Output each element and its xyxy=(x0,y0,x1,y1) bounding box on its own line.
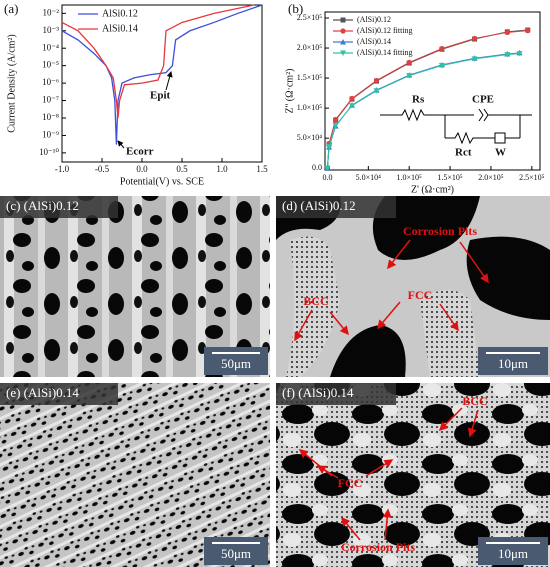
scale-bar-label: 50μm xyxy=(221,356,251,371)
annotation: Corrosion Pits xyxy=(403,224,477,238)
marker xyxy=(333,116,339,123)
x-tick-label: 0.5 xyxy=(176,164,188,174)
marker xyxy=(324,165,331,172)
x-tick-label: 1.5×10⁵ xyxy=(437,173,463,182)
series-line xyxy=(61,4,263,145)
scale-bar-label: 10μm xyxy=(498,546,528,561)
circuit-label: Rct xyxy=(455,147,472,159)
y-tick-label: 10⁻⁶ xyxy=(42,77,59,87)
annotation: FCC xyxy=(338,476,363,490)
marker xyxy=(406,59,412,66)
x-tick-label: 1.0×10⁵ xyxy=(397,173,423,182)
panel-label: (e) (AlSi)0.14 xyxy=(6,385,79,400)
marker xyxy=(504,52,511,58)
annotations-a: Ecorr Epit xyxy=(117,71,173,158)
x-axis-label: Potential(V) vs. SCE xyxy=(120,176,204,187)
marker xyxy=(373,77,380,84)
y-tick-label: 10⁻⁸ xyxy=(42,112,59,122)
plot-frame xyxy=(324,11,541,171)
marker xyxy=(326,144,333,150)
y-tick-label: 10⁻⁴ xyxy=(42,42,59,52)
panel-label: (c) (AlSi)0.12 xyxy=(6,198,79,213)
x-tick-label: 0.0 xyxy=(322,173,332,182)
x-tick-label: -1.0 xyxy=(55,164,70,174)
marker xyxy=(348,103,355,109)
y-tick-label: 10⁻⁷ xyxy=(42,95,59,105)
y-tick-label: 0.0 xyxy=(312,163,322,172)
marker xyxy=(406,73,413,79)
y-tick-label: 10⁻² xyxy=(43,7,60,17)
legend-label: AlSi0.12 xyxy=(102,8,138,19)
marker xyxy=(525,28,531,34)
y-tick-label: 10⁻³ xyxy=(43,25,60,35)
micrograph-d: (d) (AlSi)0.12 Corrosion Pits BCC FCC 10… xyxy=(276,196,550,377)
x-tick-label: 2.0×10⁵ xyxy=(478,173,504,182)
marker xyxy=(373,88,380,94)
legend-label: (AlSi)0.14 xyxy=(357,37,391,46)
marker xyxy=(516,50,523,57)
x-tick-label: 2.5×10⁵ xyxy=(519,173,545,182)
panel-label: (b) xyxy=(288,1,303,16)
y-tick-label: 10⁻⁹ xyxy=(42,129,59,139)
y-tick-label: 2.0×10⁵ xyxy=(297,43,323,52)
x-tick-label: 1.5 xyxy=(256,164,268,174)
circuit-label: CPE xyxy=(472,94,494,106)
y-axis-label: Current Density (A/cm²) xyxy=(6,34,17,133)
micrograph-c: (c) (AlSi)0.12 50μm xyxy=(0,196,270,377)
annotation: FCC xyxy=(408,288,433,302)
series-line xyxy=(61,4,255,119)
y-tick-label: 10⁻¹⁰ xyxy=(39,147,59,157)
x-tick-label: 0.0 xyxy=(136,164,148,174)
micrograph-f: (f) (AlSi)0.14 BCC FCC Corrosion Pits 10… xyxy=(276,383,550,567)
marker xyxy=(471,56,478,62)
panel-label: (d) (AlSi)0.12 xyxy=(282,198,356,213)
marker xyxy=(340,17,346,23)
series-line xyxy=(326,52,520,169)
legend-label: AlSi0.14 xyxy=(102,23,138,34)
marker xyxy=(349,95,355,102)
marker xyxy=(472,35,478,42)
y-tick-label: 1.5×10⁵ xyxy=(297,73,323,82)
x-tick-label: 5.0×10⁴ xyxy=(356,173,382,182)
scale-bar-label: 50μm xyxy=(221,546,251,561)
annotation: BCC xyxy=(303,294,328,308)
marker xyxy=(332,123,339,129)
marker xyxy=(438,62,445,69)
legend-label: (AlSi)0.12 xyxy=(357,15,391,24)
legend-label: (AlSi)0.12 fitting xyxy=(357,26,413,35)
y-tick-label: 5.0×10⁴ xyxy=(297,133,323,142)
y-axis-label: Z'' (Ω·cm²) xyxy=(284,69,295,114)
micrograph-e: (e) (AlSi)0.14 50μm xyxy=(0,383,270,567)
y-tick-label: 10⁻⁵ xyxy=(42,60,59,70)
annotation: Epit xyxy=(150,90,171,102)
x-tick-label: -0.5 xyxy=(95,164,110,174)
y-tick-label: 1.0×10⁵ xyxy=(297,103,323,112)
circuit-label: Rs xyxy=(412,94,425,106)
circuit-inset: Rs CPE Rct W xyxy=(380,94,532,159)
circuit-label: W xyxy=(495,147,506,159)
series-line xyxy=(326,30,528,169)
panel-label: (f) (AlSi)0.14 xyxy=(282,385,354,400)
marker xyxy=(340,50,346,56)
scale-bar-label: 10μm xyxy=(498,356,528,371)
marker xyxy=(340,39,346,45)
series-line xyxy=(326,52,520,169)
annotation: BCC xyxy=(462,394,487,408)
marker xyxy=(504,29,510,36)
x-axis-label: Z' (Ω·cm²) xyxy=(411,184,454,195)
annotation: Corrosion Pits xyxy=(341,540,415,554)
y-tick-label: 2.5×10⁵ xyxy=(297,13,323,22)
legend-label: (AlSi)0.14 fitting xyxy=(357,48,413,57)
marker xyxy=(340,28,346,34)
x-tick-label: 1.0 xyxy=(216,164,228,174)
annotation: Ecorr xyxy=(126,146,154,158)
marker xyxy=(439,46,445,52)
panel-label: (a) xyxy=(4,1,18,16)
